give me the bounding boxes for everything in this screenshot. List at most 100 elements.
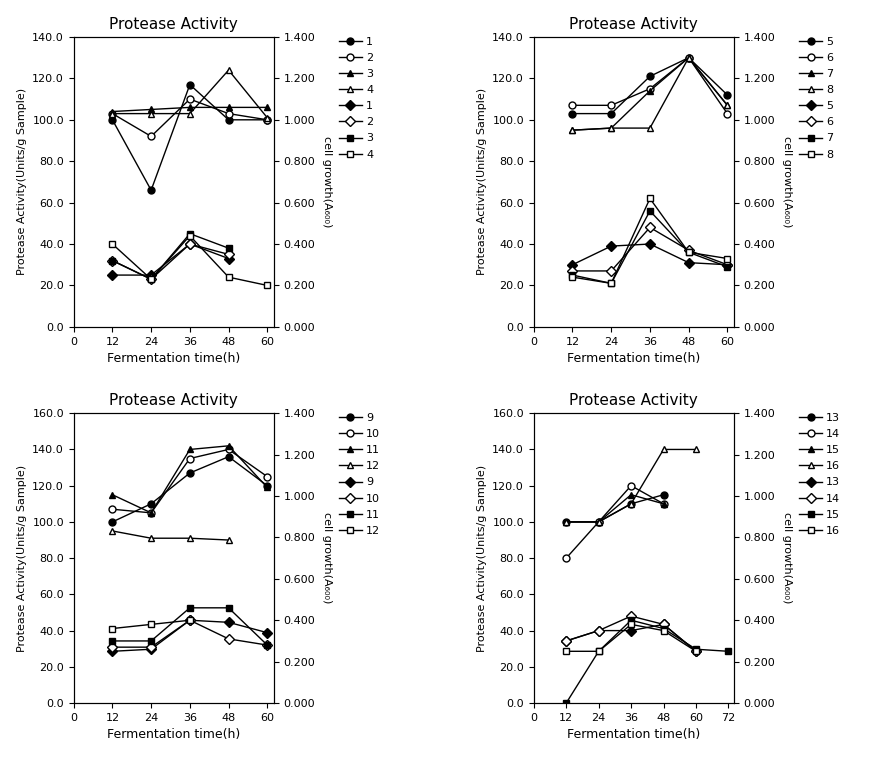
16 <box>625 500 636 509</box>
6 <box>568 101 578 110</box>
Line: 4: 4 <box>109 67 271 121</box>
5 <box>683 258 694 268</box>
7 <box>683 53 694 62</box>
10 <box>224 445 234 454</box>
15 <box>560 699 571 708</box>
Line: 3: 3 <box>109 104 271 115</box>
11 <box>107 637 118 646</box>
3 <box>184 229 195 238</box>
3 <box>224 243 234 252</box>
14 <box>658 500 669 509</box>
15 <box>723 647 734 656</box>
8 <box>683 248 694 257</box>
Line: 6: 6 <box>569 224 731 274</box>
4 <box>107 109 118 118</box>
14 <box>560 553 571 562</box>
Line: 7: 7 <box>569 208 731 287</box>
Line: 14: 14 <box>563 612 699 655</box>
Legend: 5, 6, 7, 8, 5, 6, 7, 8: 5, 6, 7, 8, 5, 6, 7, 8 <box>799 36 833 159</box>
12 <box>184 534 195 543</box>
2 <box>224 109 234 118</box>
2 <box>184 240 195 249</box>
Legend: 13, 14, 15, 16, 13, 14, 15, 16: 13, 14, 15, 16, 13, 14, 15, 16 <box>799 413 840 536</box>
Y-axis label: cell growth(A₆₀₀): cell growth(A₆₀₀) <box>322 512 331 604</box>
16 <box>560 518 571 527</box>
3 <box>107 107 118 116</box>
15 <box>593 518 604 527</box>
8 <box>683 53 694 62</box>
10 <box>107 643 118 652</box>
10 <box>262 641 273 650</box>
Y-axis label: Protease Activity(Units/g Sample): Protease Activity(Units/g Sample) <box>17 465 27 652</box>
Line: 15: 15 <box>563 491 667 525</box>
8 <box>606 279 617 288</box>
3 <box>262 103 273 112</box>
14 <box>658 620 669 629</box>
13 <box>691 647 701 656</box>
3 <box>146 105 157 114</box>
3 <box>146 274 157 283</box>
14 <box>691 647 701 656</box>
5 <box>722 90 732 99</box>
2 <box>107 256 118 265</box>
Line: 8: 8 <box>569 55 731 133</box>
Line: 4: 4 <box>109 232 271 289</box>
6 <box>606 101 617 110</box>
16 <box>691 647 701 656</box>
14 <box>593 518 604 527</box>
11 <box>184 603 195 612</box>
7 <box>568 271 578 280</box>
Title: Protease Activity: Protease Activity <box>569 393 699 408</box>
6 <box>683 246 694 255</box>
Line: 11: 11 <box>109 443 271 516</box>
4 <box>224 66 234 75</box>
Line: 6: 6 <box>569 55 731 117</box>
3 <box>224 103 234 112</box>
13 <box>658 490 669 500</box>
4 <box>146 109 157 118</box>
4 <box>262 281 273 290</box>
8 <box>644 124 655 133</box>
Line: 5: 5 <box>569 55 731 117</box>
Y-axis label: cell growth(A₆₀₀): cell growth(A₆₀₀) <box>782 136 792 227</box>
5 <box>722 260 732 269</box>
2 <box>184 95 195 104</box>
2 <box>107 109 118 118</box>
5 <box>683 53 694 62</box>
13 <box>625 626 636 635</box>
10 <box>107 505 118 514</box>
Line: 9: 9 <box>109 617 271 655</box>
3 <box>107 256 118 265</box>
15 <box>658 500 669 509</box>
8 <box>722 254 732 263</box>
5 <box>606 242 617 251</box>
6 <box>568 266 578 275</box>
14 <box>593 626 604 635</box>
4 <box>184 231 195 240</box>
1 <box>184 240 195 249</box>
16 <box>658 445 669 454</box>
Line: 15: 15 <box>563 617 732 706</box>
7 <box>722 101 732 110</box>
15 <box>560 518 571 527</box>
1 <box>146 271 157 280</box>
16 <box>593 647 604 656</box>
11 <box>146 637 157 646</box>
Line: 12: 12 <box>109 528 232 543</box>
X-axis label: Fermentation time(h): Fermentation time(h) <box>568 352 700 365</box>
9 <box>262 481 273 490</box>
Legend: 9, 10, 11, 12, 9, 10, 11, 12: 9, 10, 11, 12, 9, 10, 11, 12 <box>339 413 380 536</box>
1 <box>224 115 234 124</box>
Line: 2: 2 <box>109 96 271 139</box>
Y-axis label: Protease Activity(Units/g Sample): Protease Activity(Units/g Sample) <box>477 89 486 275</box>
16 <box>560 647 571 656</box>
14 <box>625 612 636 621</box>
12 <box>107 526 118 535</box>
Line: 5: 5 <box>569 240 731 268</box>
8 <box>568 126 578 135</box>
11 <box>262 641 273 650</box>
12 <box>224 535 234 544</box>
X-axis label: Fermentation time(h): Fermentation time(h) <box>568 728 700 741</box>
Line: 13: 13 <box>563 491 667 525</box>
9 <box>224 618 234 627</box>
